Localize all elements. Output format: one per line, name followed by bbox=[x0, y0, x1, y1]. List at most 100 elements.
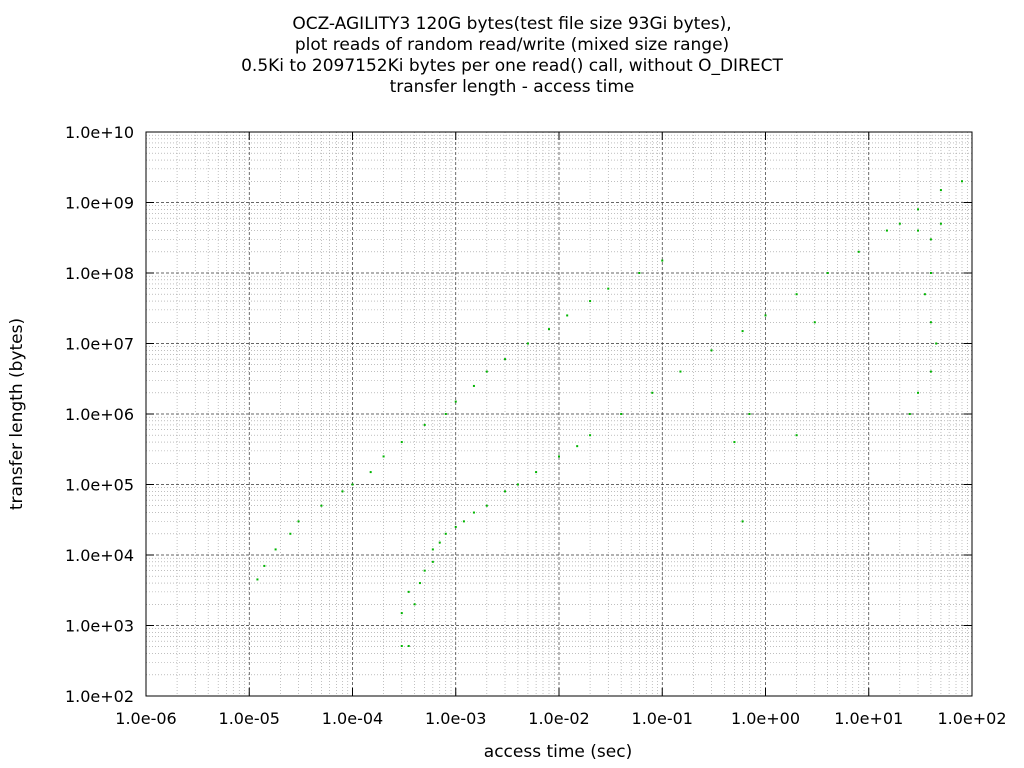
data-point bbox=[826, 272, 829, 274]
x-tick-label: 1.0e-06 bbox=[115, 709, 176, 728]
y-tick-label: 1.0e+04 bbox=[65, 546, 134, 565]
data-point bbox=[898, 222, 901, 225]
x-axis-label: access time (sec) bbox=[484, 742, 632, 762]
data-point bbox=[341, 490, 344, 493]
data-point bbox=[454, 400, 457, 403]
x-tick-label: 1.0e-01 bbox=[632, 709, 693, 728]
data-point bbox=[857, 250, 860, 253]
data-point bbox=[661, 259, 664, 262]
x-tick-label: 1.0e+01 bbox=[834, 709, 903, 728]
data-point bbox=[407, 644, 410, 647]
y-tick-label: 1.0e+02 bbox=[65, 687, 134, 706]
data-point bbox=[813, 321, 816, 324]
x-tick-label: 1.0e-03 bbox=[425, 709, 486, 728]
title-line-4: transfer length - access time bbox=[389, 77, 635, 97]
data-point bbox=[929, 272, 932, 274]
data-point bbox=[400, 644, 403, 647]
data-point bbox=[472, 511, 475, 514]
data-point bbox=[558, 455, 560, 458]
data-point bbox=[320, 504, 323, 507]
data-point bbox=[462, 520, 465, 523]
x-tick-label: 1.0e-02 bbox=[528, 709, 589, 728]
data-point bbox=[908, 413, 911, 415]
data-point bbox=[431, 548, 434, 551]
data-point bbox=[589, 434, 592, 437]
y-tick-label: 1.0e+08 bbox=[65, 264, 134, 283]
data-point bbox=[400, 612, 403, 615]
y-tick-label: 1.0e+07 bbox=[65, 335, 134, 354]
data-point bbox=[382, 455, 385, 458]
title-line-3: 0.5Ki to 2097152Ki bytes per one read() … bbox=[241, 56, 783, 76]
data-point bbox=[741, 520, 744, 523]
data-point bbox=[547, 328, 550, 331]
data-point bbox=[423, 423, 426, 426]
data-point bbox=[795, 293, 798, 296]
data-point bbox=[741, 330, 744, 333]
data-point bbox=[620, 413, 623, 415]
data-point bbox=[885, 229, 888, 232]
data-point bbox=[764, 314, 767, 317]
data-point bbox=[256, 578, 259, 581]
data-point bbox=[576, 445, 579, 448]
data-point bbox=[935, 342, 938, 345]
data-point bbox=[516, 483, 519, 486]
data-point bbox=[917, 391, 920, 394]
data-point bbox=[929, 370, 932, 373]
data-point bbox=[535, 471, 538, 474]
data-point bbox=[369, 471, 372, 474]
data-point bbox=[423, 569, 426, 572]
data-point bbox=[748, 413, 751, 415]
data-point bbox=[400, 441, 403, 444]
data-point bbox=[710, 349, 713, 352]
chart-title: OCZ-AGILITY3 120G bytes(test file size 9… bbox=[0, 14, 1024, 98]
data-point bbox=[485, 504, 488, 507]
y-tick-label: 1.0e+09 bbox=[65, 194, 134, 213]
data-point bbox=[289, 532, 292, 535]
y-tick-label: 1.0e+10 bbox=[65, 123, 134, 142]
data-point bbox=[274, 548, 277, 551]
data-point bbox=[566, 314, 569, 317]
data-point bbox=[418, 582, 421, 585]
data-point bbox=[939, 189, 942, 192]
data-point bbox=[526, 342, 529, 345]
data-point bbox=[589, 300, 592, 303]
data-point bbox=[454, 525, 457, 528]
x-tick-label: 1.0e+00 bbox=[731, 709, 800, 728]
data-point bbox=[923, 293, 926, 296]
x-tick-label: 1.0e-04 bbox=[322, 709, 383, 728]
data-point bbox=[485, 370, 488, 373]
x-tick-label: 1.0e+02 bbox=[937, 709, 1006, 728]
y-tick-label: 1.0e+05 bbox=[65, 476, 134, 495]
data-point bbox=[444, 532, 447, 535]
data-point bbox=[472, 384, 475, 387]
x-tick-label: 1.0e-05 bbox=[219, 709, 280, 728]
data-point bbox=[960, 180, 963, 183]
data-point bbox=[438, 541, 441, 544]
y-tick-label: 1.0e+06 bbox=[65, 405, 134, 424]
data-point bbox=[607, 287, 610, 290]
data-point bbox=[431, 560, 434, 563]
y-axis: 1.0e+02 1.0e+03 1.0e+04 1.0e+05 1.0e+06 1.0e+… bbox=[65, 123, 972, 706]
data-point bbox=[651, 391, 654, 394]
data-point bbox=[939, 222, 942, 225]
major-grid bbox=[146, 132, 972, 696]
data-point bbox=[795, 434, 798, 437]
title-line-1: OCZ-AGILITY3 120G bytes(test file size 9… bbox=[292, 14, 732, 34]
data-point bbox=[504, 358, 507, 361]
data-point bbox=[407, 590, 410, 593]
y-axis-label: transfer length (bytes) bbox=[7, 318, 27, 510]
data-point bbox=[638, 272, 641, 274]
data-point bbox=[444, 413, 447, 415]
data-point bbox=[929, 321, 932, 324]
data-point bbox=[351, 483, 354, 486]
data-point bbox=[297, 520, 300, 523]
data-point bbox=[263, 564, 266, 567]
data-point bbox=[504, 490, 507, 493]
data-points bbox=[256, 180, 963, 647]
y-tick-label: 1.0e+03 bbox=[65, 617, 134, 636]
data-point bbox=[679, 370, 682, 373]
data-point bbox=[917, 208, 920, 211]
title-line-2: plot reads of random read/write (mixed s… bbox=[294, 35, 730, 55]
